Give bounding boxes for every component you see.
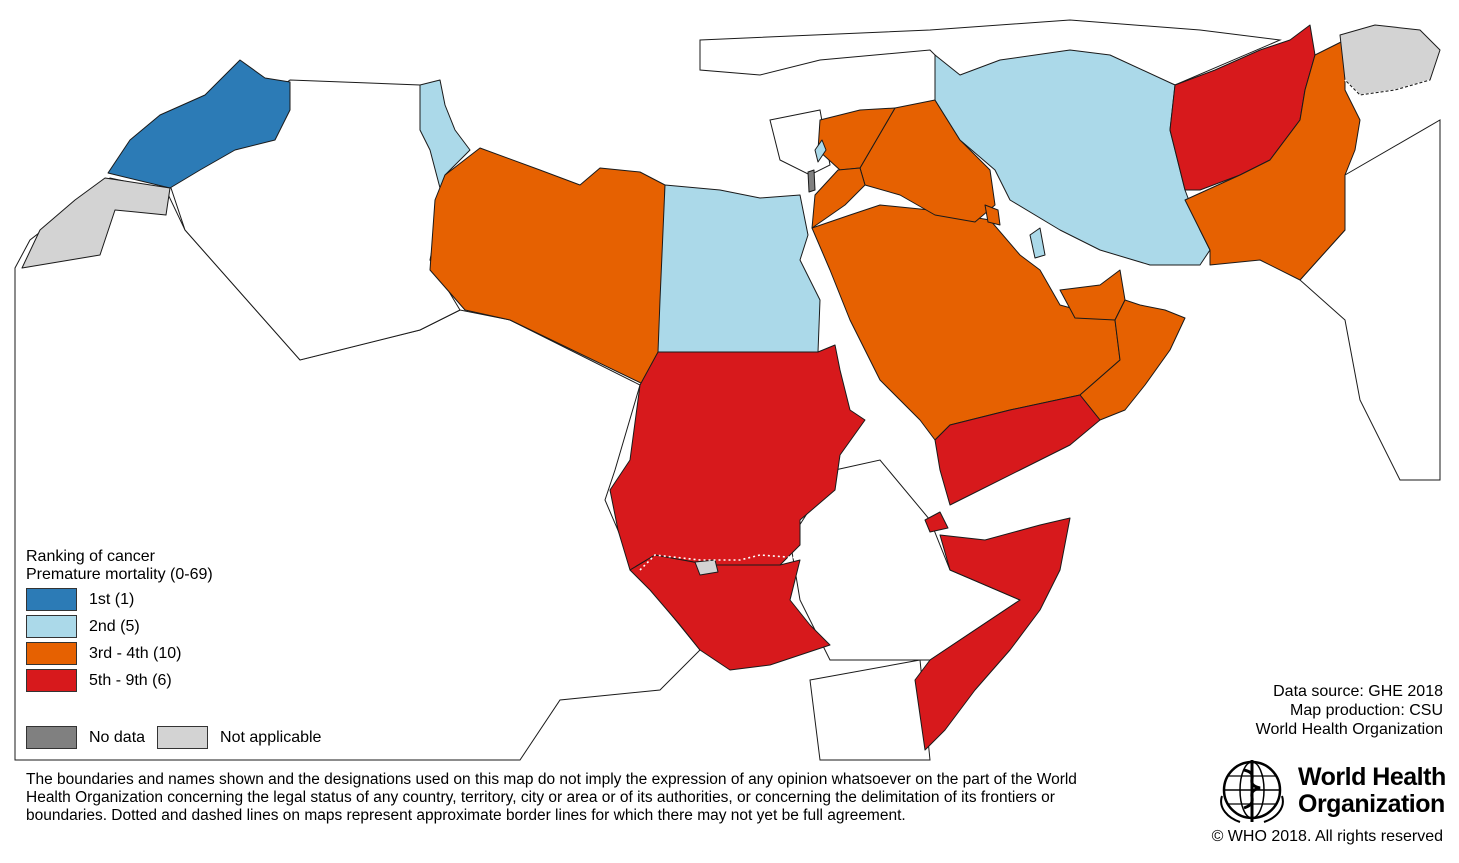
- legend-item-1st: 1st (1): [26, 587, 213, 612]
- legend-swatch-1st: [26, 588, 77, 611]
- who-emblem-icon: [1220, 760, 1284, 823]
- legend-item-2nd: 2nd (5): [26, 614, 213, 639]
- copyright-text: © WHO 2018. All rights reserved: [1211, 828, 1443, 845]
- legend-title: Ranking of cancer Premature mortality (0…: [26, 548, 213, 584]
- credit-org: World Health Organization: [1255, 721, 1443, 738]
- approximate-borders: [639, 79, 1431, 571]
- legend-swatch-5th-9th: [26, 669, 77, 692]
- legend-item-not-applicable: Not applicable: [157, 726, 321, 749]
- region-morocco[interactable]: [107, 59, 291, 189]
- region-pakistan[interactable]: [1184, 39, 1361, 281]
- map-credits: Data source: GHE 2018 Map production: CS…: [1256, 682, 1443, 739]
- legend-label-no-data: No data: [89, 728, 146, 746]
- region-south-sudan[interactable]: [629, 554, 831, 671]
- region-jordan[interactable]: [811, 167, 866, 229]
- region-djibouti[interactable]: [924, 511, 949, 533]
- legend-swatch-not-applicable: [157, 726, 209, 749]
- legend-swatch-no-data: [26, 726, 77, 749]
- region-kuwait[interactable]: [984, 204, 1001, 226]
- who-wordmark: World Health Organization: [1298, 764, 1446, 818]
- region-western-sahara[interactable]: [21, 177, 171, 269]
- legend-swatch-2nd: [26, 615, 77, 638]
- region-lebanon[interactable]: [814, 139, 827, 163]
- regional-countries: [21, 24, 1441, 751]
- legend-title-line1: Ranking of cancer: [26, 548, 155, 565]
- legend-title-line2: Premature mortality (0-69): [26, 566, 213, 583]
- region-iraq[interactable]: [859, 99, 996, 223]
- region-palestine[interactable]: [807, 169, 816, 193]
- who-logo: World Health Organization: [1214, 756, 1446, 826]
- disclaimer-text: The boundaries and names shown and the d…: [26, 771, 1077, 824]
- legend-swatch-3rd-4th: [26, 642, 77, 665]
- region-abyei[interactable]: [694, 559, 719, 576]
- region-tunisia[interactable]: [419, 79, 471, 189]
- legend-extra: No data Not applicable: [26, 726, 333, 749]
- who-wordmark-line1: World Health: [1298, 763, 1446, 791]
- map-legend: Ranking of cancer Premature mortality (0…: [26, 548, 213, 695]
- legend-item-5th-9th: 5th - 9th (6): [26, 668, 213, 693]
- legend-label-3rd-4th: 3rd - 4th (10): [89, 644, 182, 662]
- legend-item-3rd-4th: 3rd - 4th (10): [26, 641, 213, 666]
- legend-item-no-data: No data: [26, 726, 145, 749]
- region-somalia[interactable]: [914, 517, 1071, 751]
- legend-label-2nd: 2nd (5): [89, 617, 140, 635]
- who-wordmark-line2: Organization: [1298, 790, 1445, 818]
- region-oman[interactable]: [1079, 299, 1186, 421]
- legend-label-not-applicable: Not applicable: [220, 728, 322, 746]
- legend-label-1st: 1st (1): [89, 590, 135, 608]
- credit-source: Data source: GHE 2018: [1273, 683, 1443, 700]
- credit-production: Map production: CSU: [1290, 702, 1443, 719]
- region-yemen[interactable]: [934, 394, 1101, 506]
- legend-label-5th-9th: 5th - 9th (6): [89, 671, 172, 689]
- region-kashmir[interactable]: [1339, 24, 1441, 96]
- region-bahrain-qatar[interactable]: [1029, 227, 1046, 259]
- region-egypt[interactable]: [657, 184, 821, 353]
- region-sudan[interactable]: [609, 344, 866, 571]
